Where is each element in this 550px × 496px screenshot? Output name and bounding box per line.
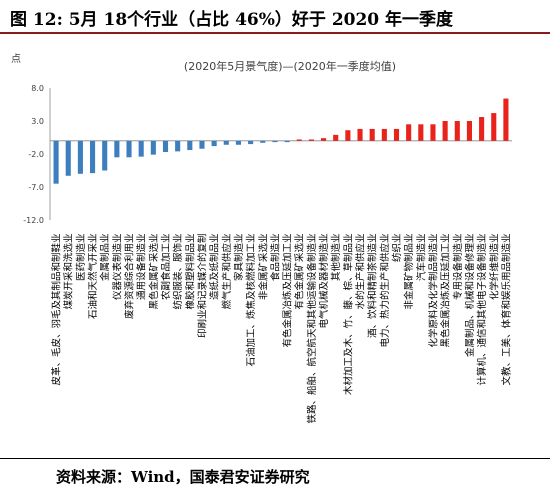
x-tick-label: 医药制造业	[75, 234, 87, 282]
x-tick-label: 其他制造业	[330, 234, 342, 282]
x-tick-label: 石油加工、炼焦及核燃料加工业	[245, 234, 257, 367]
bar	[418, 124, 424, 141]
bar	[114, 140, 120, 158]
x-tick-label: 有色金属冶炼及压延加工业	[282, 234, 294, 348]
bar	[89, 140, 96, 174]
bar	[345, 130, 351, 141]
y-tick-label: 8.0	[31, 84, 44, 93]
bar	[406, 124, 412, 141]
x-tick-label: 石油和天然气开采业	[87, 234, 99, 320]
y-axis-label: 点	[11, 53, 21, 65]
bar	[491, 113, 497, 141]
bar	[260, 140, 266, 143]
bar	[102, 140, 108, 171]
x-tick-label: 家具制造业	[233, 234, 245, 282]
bar	[175, 140, 181, 152]
y-axis: 8.0 3.0 -2.0 -7.0 -12.0	[23, 84, 512, 225]
bar	[479, 117, 485, 141]
x-tick-label: 酒、饮料和精制茶制造业	[367, 234, 379, 339]
x-tick-label: 水的生产和供应业	[355, 234, 367, 310]
bar	[162, 140, 169, 153]
figure-title: 图 12: 5月 18个行业（占比 46%）好于 2020 年一季度	[10, 10, 454, 30]
footer-divider	[0, 458, 550, 459]
x-tick-label: 非金属矿采选业	[257, 234, 269, 301]
chart-title: (2020年5月景气度)—(2020年一季度均值)	[184, 59, 396, 73]
bar	[53, 140, 59, 184]
x-tick-label: 专用设备制造业	[452, 233, 464, 300]
x-tick-label: 电气机械及器材制造业	[318, 234, 330, 329]
figure-title-bar: 图 12: 5月 18个行业（占比 46%）好于 2020 年一季度	[0, 0, 550, 34]
bar	[320, 138, 327, 141]
x-tick-label: 通用设备制造业	[136, 234, 148, 301]
bar	[284, 140, 290, 143]
bar	[466, 121, 473, 141]
bar	[503, 98, 509, 141]
bar	[308, 139, 314, 141]
y-tick-label: 3.0	[31, 117, 44, 126]
y-tick-label: -12.0	[23, 216, 44, 225]
bar	[199, 140, 205, 149]
x-tick-label: 煤炭开采和洗选业	[63, 234, 75, 310]
x-tick-label: 皮革、毛皮、羽毛及其制品和制鞋业	[51, 234, 63, 386]
bar	[430, 124, 436, 141]
x-tick-label: 造纸及纸制品业	[209, 234, 221, 301]
bar	[369, 128, 375, 141]
bar	[235, 140, 242, 145]
x-tick-label: 黑色金属冶炼及压延加工业	[440, 234, 452, 348]
x-axis-labels: 皮革、毛皮、羽毛及其制品和制鞋业 煤炭开采和洗选业 医药制造业 石油和天然气开采业 金属…	[51, 233, 513, 423]
bar	[442, 121, 448, 141]
bar	[454, 121, 460, 141]
bar	[65, 140, 71, 176]
x-tick-label: 铁路、船舶、航空航天和其他运输设备制造业	[306, 234, 318, 424]
bar	[393, 128, 400, 141]
x-tick-label: 仪器仪表制造业	[111, 234, 123, 301]
y-tick-label: -7.0	[28, 183, 44, 192]
bar	[248, 140, 254, 145]
bar	[272, 140, 278, 143]
bar	[296, 139, 302, 141]
x-tick-label: 化学原料及化学制品制造业	[427, 234, 439, 348]
bar	[381, 128, 387, 141]
bar	[223, 140, 229, 145]
bar	[333, 134, 339, 141]
y-tick-label: -2.0	[28, 150, 44, 159]
bar	[150, 140, 156, 155]
x-tick-label: 食品制造业	[269, 234, 281, 282]
bar	[126, 140, 132, 158]
bar-chart: (2020年5月景气度)—(2020年一季度均值) 点 8.0 3.0 -2.0 -7…	[11, 53, 513, 424]
x-tick-label: 印刷业和记录媒介的复制	[196, 234, 208, 339]
x-tick-label: 汽车制造业	[415, 234, 427, 282]
x-tick-label: 有色金属矿采选业	[294, 234, 306, 310]
bar	[77, 140, 83, 174]
x-tick-label: 文教、工美、体育和娱乐用品制造业	[500, 233, 512, 385]
x-tick-label: 纺织服装、服饰业	[172, 234, 184, 310]
x-tick-label: 电力、热力的生产和供应业	[379, 234, 391, 348]
x-tick-label: 黑色金属矿采选业	[148, 234, 160, 310]
x-tick-label: 计算机、通信和其他电子设备制造业	[476, 233, 488, 385]
bar	[211, 140, 217, 147]
x-tick-label: 化学纤维制造业	[488, 234, 500, 301]
x-tick-label: 农副食品加工业	[160, 234, 172, 301]
x-tick-label: 废弃资源综合利用业	[124, 234, 136, 320]
x-tick-label: 金属制品业	[99, 234, 111, 282]
x-tick-label: 木材加工及木、竹、藤、棕、草制品业	[342, 234, 354, 396]
x-tick-label: 纺织业	[391, 234, 403, 263]
bar-series	[53, 98, 509, 184]
x-tick-label: 燃气生产和供应业	[221, 234, 233, 310]
x-tick-label: 橡胶和塑料制品业	[184, 234, 196, 310]
x-tick-label: 非金属矿物制品业	[403, 234, 415, 310]
bar	[138, 140, 144, 157]
source-note: 资料来源：Wind，国泰君安证券研究	[56, 468, 310, 486]
bar	[187, 140, 193, 151]
x-tick-label: 金属制品、机械和设备修理业	[464, 234, 476, 358]
bar	[357, 128, 363, 141]
